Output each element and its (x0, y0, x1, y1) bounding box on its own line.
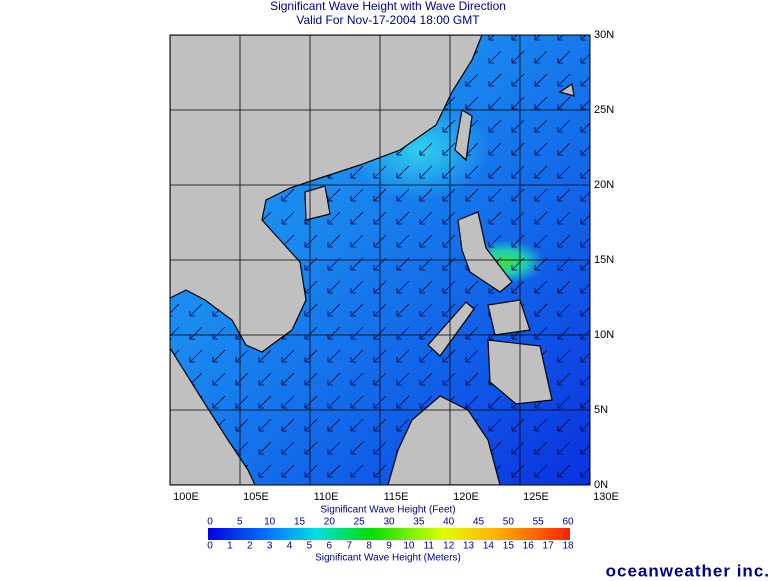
lat-label: 5N (594, 404, 608, 416)
feet-tick-label: 20 (324, 517, 336, 528)
graticule (170, 35, 590, 485)
meters-tick-label: 17 (543, 541, 555, 552)
subtitle: Valid For Nov-17-2004 18:00 GMT (296, 13, 480, 27)
colorbar-feet-label: Significant Wave Height (Feet) (320, 505, 455, 516)
meters-tick-label: 13 (463, 541, 475, 552)
title: Significant Wave Height with Wave Direct… (270, 0, 506, 13)
lon-label: 120E (453, 491, 479, 503)
meters-tick-label: 6 (327, 541, 333, 552)
lat-label: 15N (594, 254, 614, 266)
meters-tick-label: 7 (346, 541, 352, 552)
map-frame (169, 34, 591, 486)
meters-tick-label: 4 (287, 541, 293, 552)
lon-label: 110E (314, 491, 339, 503)
feet-tick-label: 25 (354, 517, 366, 528)
lat-label: 20N (594, 179, 614, 191)
feet-tick-label: 0 (207, 517, 213, 528)
meters-tick-label: 8 (366, 541, 372, 552)
feet-tick-label: 30 (383, 517, 395, 528)
feet-tick-label: 60 (562, 517, 574, 528)
meters-tick-label: 3 (267, 541, 273, 552)
meters-tick-label: 1 (227, 541, 233, 552)
colorbar-meters-label: Significant Wave Height (Meters) (315, 553, 461, 564)
meters-tick-label: 16 (523, 541, 535, 552)
feet-tick-label: 35 (413, 517, 425, 528)
meters-tick-label: 14 (483, 541, 495, 552)
lat-label: 10N (594, 329, 614, 341)
lat-label: 30N (594, 29, 614, 41)
colorbar (208, 528, 570, 540)
meters-tick-label: 5 (307, 541, 313, 552)
feet-tick-label: 45 (473, 517, 485, 528)
lat-label: 25N (594, 104, 614, 116)
feet-tick-label: 5 (237, 517, 243, 528)
lat-label: 0N (594, 479, 608, 491)
feet-tick-label: 10 (264, 517, 276, 528)
lon-label: 100E (173, 491, 199, 503)
lon-label: 125E (523, 491, 549, 503)
meters-tick-label: 0 (207, 541, 213, 552)
meters-tick-label: 15 (503, 541, 515, 552)
brand: oceanweather inc. (606, 561, 770, 580)
meters-tick-label: 18 (562, 541, 574, 552)
meters-tick-label: 11 (424, 541, 435, 552)
meters-tick-label: 2 (247, 541, 253, 552)
lon-label: 105E (243, 491, 269, 503)
feet-tick-label: 15 (294, 517, 306, 528)
feet-tick-label: 40 (443, 517, 455, 528)
axis-labels: 100E 105E 110E 115E 120E 125E 130E 30N 25N 20N 15N… (173, 29, 619, 503)
feet-tick-label: 50 (503, 517, 515, 528)
meters-tick-label: 9 (386, 541, 392, 552)
meters-tick-label: 12 (443, 541, 455, 552)
meters-tick-label: 10 (403, 541, 415, 552)
land (170, 35, 575, 485)
feet-tick-label: 55 (533, 517, 545, 528)
lon-label: 130E (593, 491, 619, 503)
map (170, 35, 590, 485)
lon-label: 115E (384, 491, 409, 503)
